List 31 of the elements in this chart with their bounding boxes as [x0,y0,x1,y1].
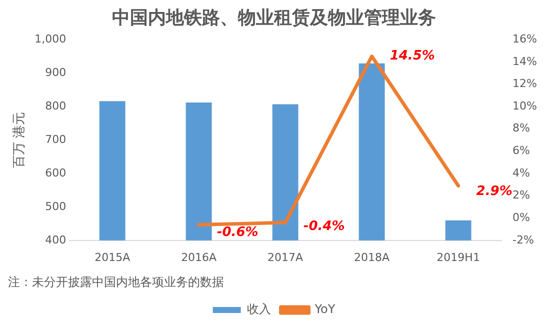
legend-label: 收入 [246,302,271,316]
y2-tick-label: 14% [512,54,538,68]
data-label: 2.9% [476,184,512,200]
y-tick-label: 1,000 [34,32,66,46]
x-tick-label: 2016A [181,250,218,264]
data-label: -0.6% [216,225,258,240]
x-tick-label: 2018A [354,250,390,264]
x-tick-label: 2019H1 [436,250,480,264]
y2-tick-label: 2% [512,188,530,202]
y-tick-label: 800 [45,99,66,112]
text: 注：未分开披露中国内地各项业务的数据 [8,274,224,289]
y2-tick-label: 10% [512,99,538,112]
y-tick-label: 700 [45,132,66,146]
y2-tick-label: -2% [512,233,534,246]
y2-tick-label: 4% [512,166,530,180]
y-tick-label: 500 [45,200,66,213]
x-tick-label: 2017A [268,250,304,264]
y-tick-label: 600 [45,166,66,180]
data-label: 14.5% [390,48,435,64]
y-axis-title: 百万 港元 [12,112,28,168]
data-label: -0.4% [303,218,345,234]
y2-tick-label: 8% [512,122,530,135]
y-tick-label: 900 [45,66,66,79]
legend-label: YoY [314,302,336,316]
y2-tick-label: 16% [512,32,538,46]
chart-title: 中国内地铁路、物业租赁及物业管理业务 [112,7,436,28]
y2-tick-label: 12% [512,77,538,90]
y2-tick-label: 0% [512,210,530,224]
x-tick-label: 2015A [94,250,131,264]
y-tick-label: 400 [45,233,66,246]
y2-tick-label: 6% [512,144,530,158]
